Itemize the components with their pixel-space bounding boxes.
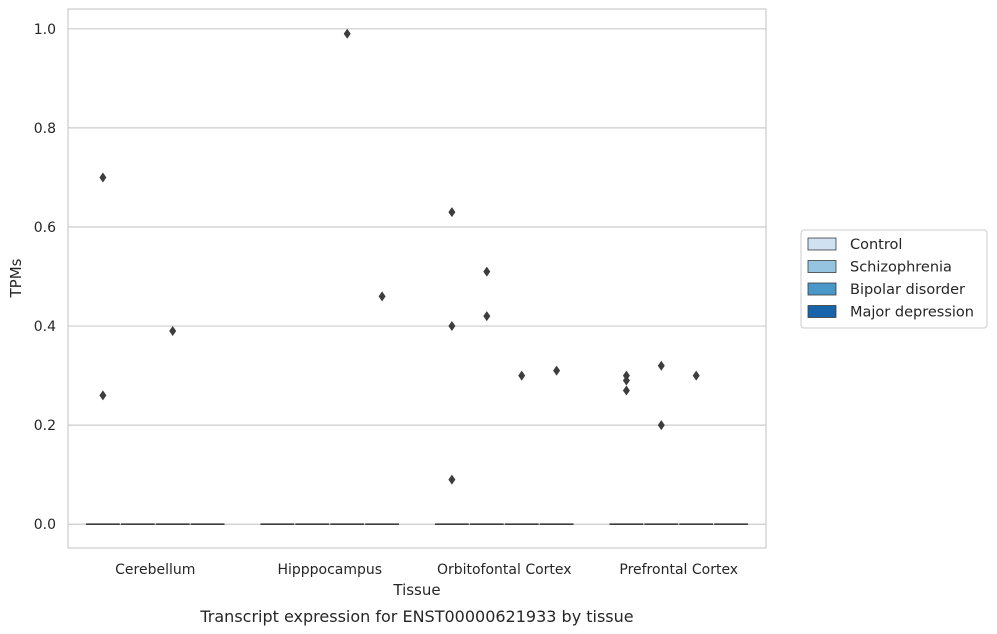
legend-swatch	[807, 260, 837, 273]
legend-swatch	[807, 305, 837, 318]
y-tick-label: 0.4	[34, 319, 56, 335]
x-tick-label: Hipppocampus	[277, 562, 382, 578]
outlier-point	[518, 370, 526, 381]
y-tick-label: 0.6	[34, 220, 56, 236]
outlier-points	[99, 28, 700, 485]
legend-swatch	[807, 282, 837, 296]
outlier-point	[169, 326, 177, 337]
outlier-point	[622, 385, 630, 396]
outlier-point	[378, 291, 386, 302]
outlier-point	[622, 375, 630, 386]
outlier-point	[99, 172, 107, 183]
y-tick-label: 0.0	[34, 517, 56, 533]
x-tick-labels: Cerebellum Hipppocampus Orbitofontal Corte…	[115, 562, 738, 578]
outlier-point	[657, 360, 665, 371]
legend-label: Bipolar disorder	[850, 282, 965, 298]
legend: Control Schizophrenia Bipolar disorder Majo…	[800, 229, 988, 329]
legend-label: Major depression	[850, 305, 974, 321]
y-tick-label: 0.8	[34, 121, 56, 137]
chart-caption: Transcript expression for ENST0000062193…	[199, 607, 633, 626]
legend-label: Schizophrenia	[850, 260, 952, 276]
y-axis-title: TPMs	[7, 258, 25, 298]
x-tick-label: Orbitofontal Cortex	[437, 562, 572, 578]
outlier-point	[343, 28, 351, 39]
y-tick-label: 0.2	[34, 418, 56, 434]
gridlines	[68, 28, 766, 525]
outlier-point	[692, 370, 700, 381]
legend-label: Control	[850, 237, 902, 253]
outlier-point	[448, 321, 456, 332]
legend-frame	[800, 229, 988, 329]
x-tick-label: Prefrontal Cortex	[619, 562, 738, 578]
outlier-point	[553, 365, 561, 376]
outlier-point	[448, 207, 456, 218]
y-tick-labels: 0.0 0.2 0.4 0.6 0.8 1.0	[34, 22, 56, 533]
legend-swatch	[807, 237, 837, 251]
outlier-point	[657, 420, 665, 431]
outlier-point	[483, 311, 491, 322]
x-axis-title: Tissue	[392, 581, 440, 599]
outlier-point	[99, 390, 107, 401]
outlier-point	[448, 474, 456, 485]
x-tick-label: Cerebellum	[115, 562, 195, 578]
y-tick-label: 1.0	[34, 22, 56, 38]
outlier-point	[483, 266, 491, 277]
plot-frame	[67, 8, 767, 549]
